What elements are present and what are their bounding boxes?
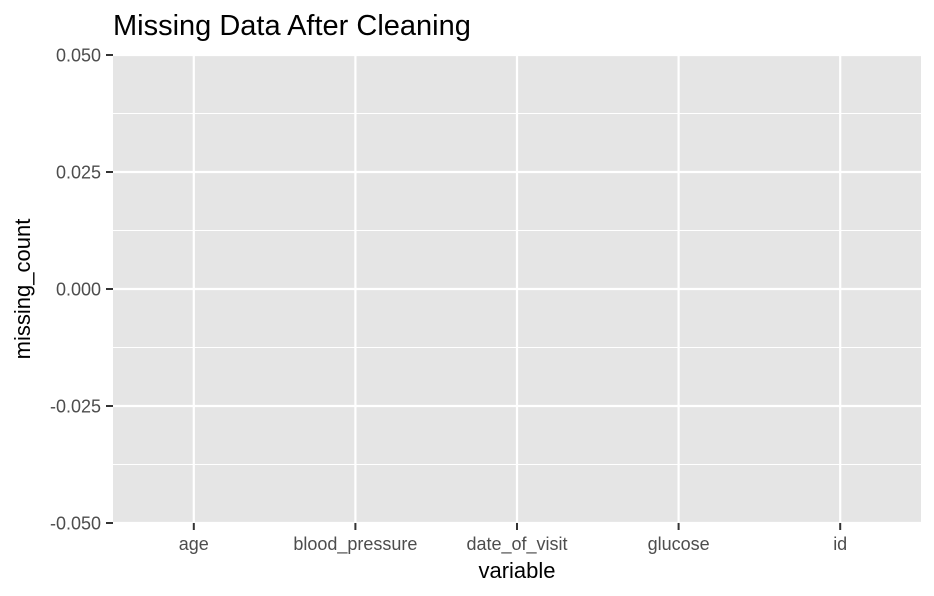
y-tick-label: -0.025 <box>50 397 101 417</box>
y-axis: 0.050 0.025 0.000 -0.025 -0.050 <box>50 46 113 534</box>
x-tick-label: glucose <box>648 534 710 554</box>
x-tick-label: blood_pressure <box>293 534 417 555</box>
y-tick-label: 0.025 <box>56 163 101 183</box>
y-tick-label: 0.050 <box>56 46 101 66</box>
y-tick-label: -0.050 <box>50 514 101 534</box>
major-gridlines <box>113 53 921 525</box>
x-axis-title: variable <box>478 558 555 583</box>
x-tick-label: age <box>179 534 209 554</box>
x-tick-label: date_of_visit <box>466 534 567 555</box>
y-tick-label: 0.000 <box>56 280 101 300</box>
x-tick-label: id <box>833 534 847 554</box>
chart-title: Missing Data After Cleaning <box>113 10 471 42</box>
y-axis-title: missing_count <box>10 219 35 360</box>
x-axis: age blood_pressure date_of_visit glucose id <box>179 523 847 555</box>
